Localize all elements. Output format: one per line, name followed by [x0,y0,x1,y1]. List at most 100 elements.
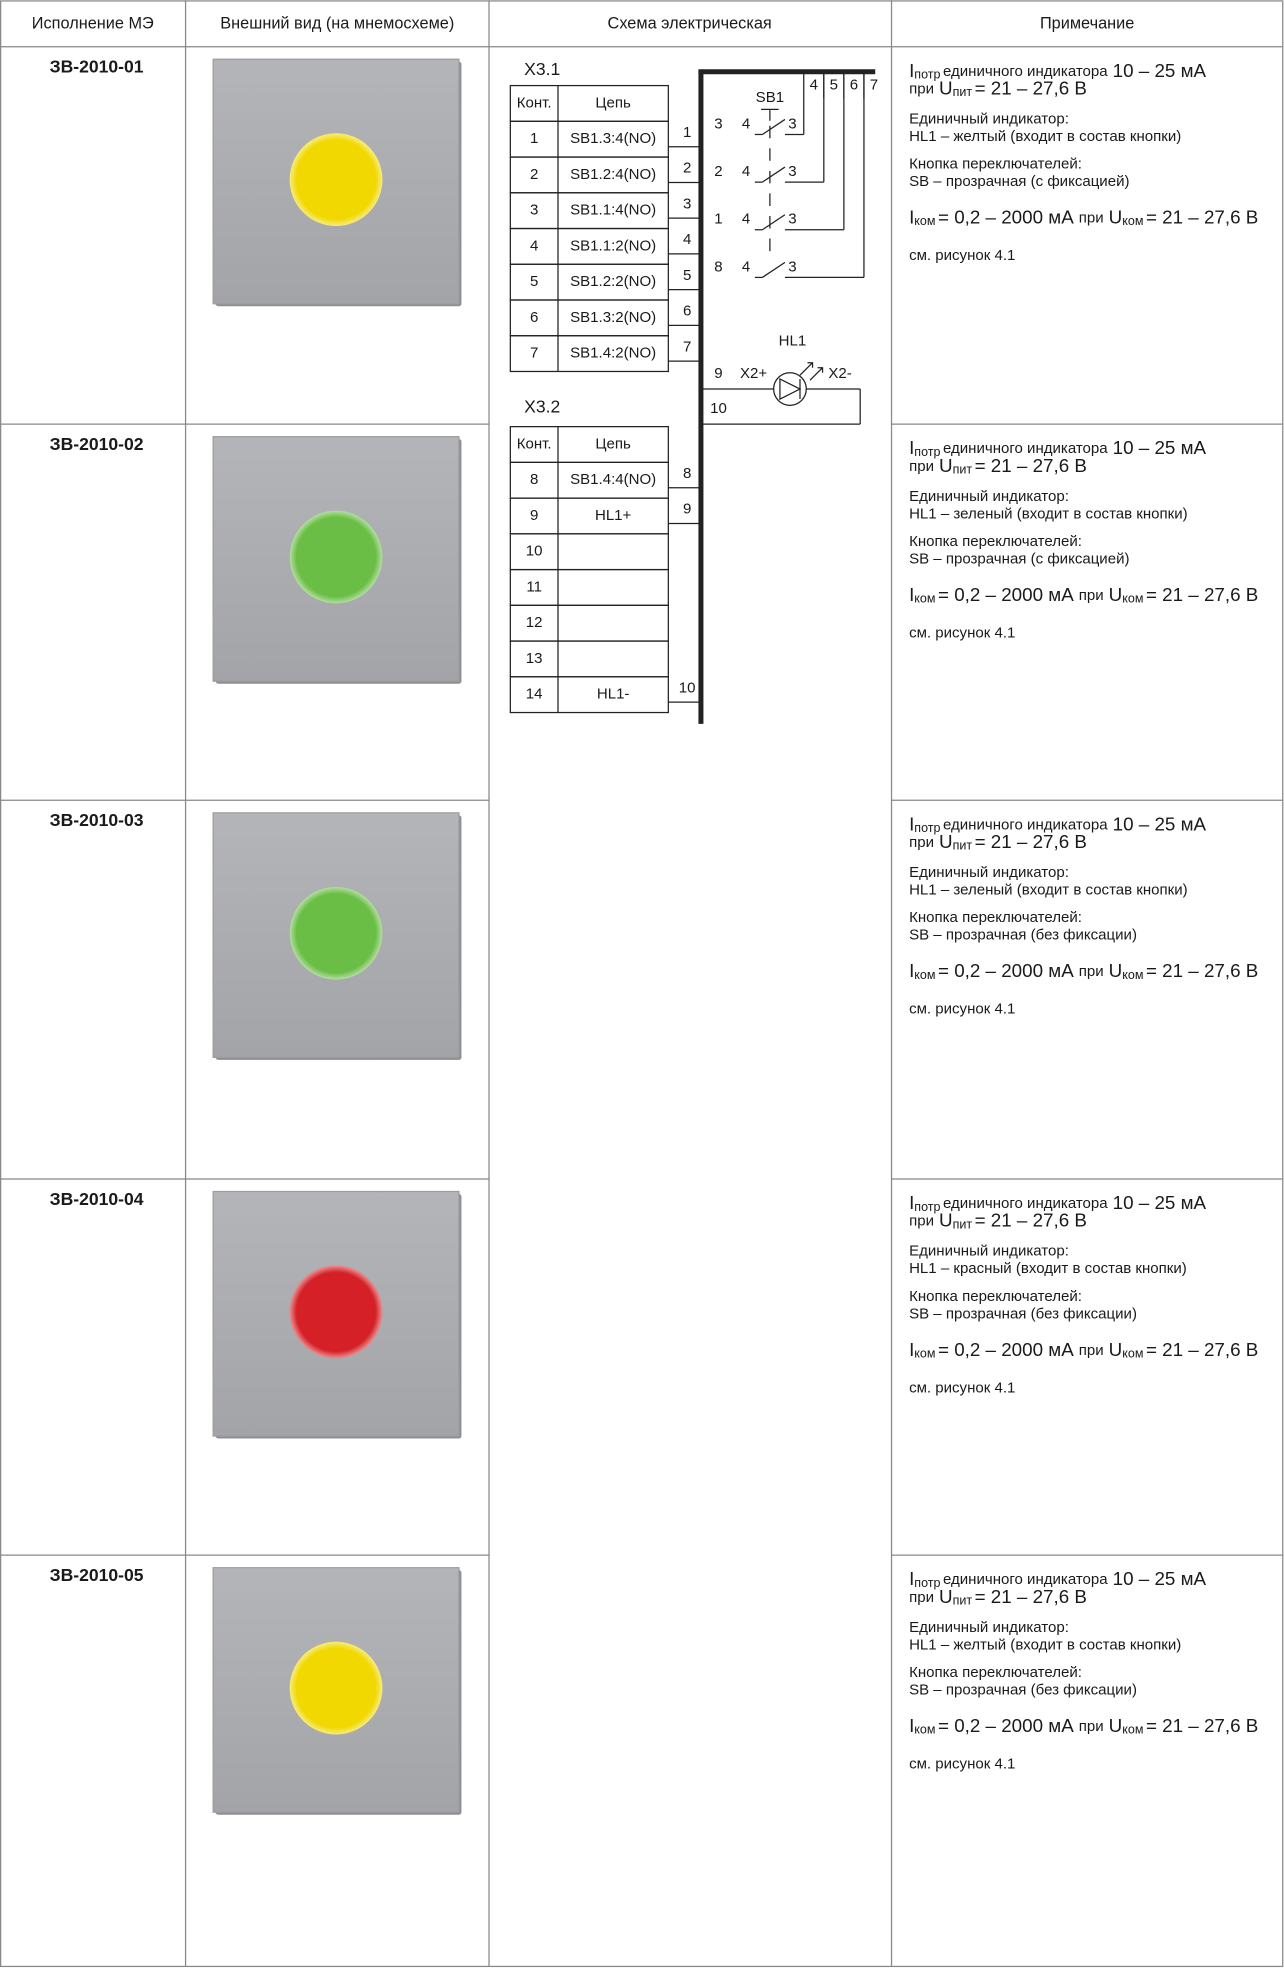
circuit-name: SB1.1:4(NO) [570,202,656,219]
circuit-name: SB1.3:4(NO) [570,130,656,147]
contact-number: 2 [530,166,538,183]
switch-contact: 4 [742,211,750,228]
text-run: единичного индикатора [943,1571,1108,1588]
text-run: U [1109,584,1123,605]
note-ref: см. рисунок 4.1 [909,1756,1015,1773]
text-run: при [1079,209,1104,226]
wire-number: 5 [683,267,691,284]
wire-number: 10 [679,679,696,696]
text-run: = 21 – 27,6 В [1146,1715,1258,1736]
text-run: = 21 – 27,6 В [1146,584,1258,605]
text-run: = 0,2 – 2000 мА [938,584,1074,605]
text-run: = 21 – 27,6 В [1146,960,1258,981]
note-ref: см. рисунок 4.1 [909,247,1015,264]
text-run: при [1079,1718,1104,1735]
note-ref: см. рисунок 4.1 [909,1001,1015,1018]
note-text: SB – прозрачная (с фиксацией) [909,173,1129,190]
note-ref: см. рисунок 4.1 [909,625,1015,642]
note-text: SB – прозрачная (с фиксацией) [909,551,1129,568]
text-run: ком [914,1723,935,1737]
switch-contact: 3 [788,258,796,275]
contact-number: 9 [530,507,538,524]
wire-number: 7 [683,338,691,355]
switch-contact: 3 [788,115,796,132]
contact-number: 11 [526,578,542,595]
switch-wire: 5 [830,77,838,94]
lamp-terminal: X2+ [740,365,767,382]
wire-number: 2 [683,160,691,177]
text-run: 10 – 25 мА [1113,813,1207,834]
note-text: Кнопка переключателей: [909,1288,1082,1305]
text-run: при [909,1213,934,1230]
note-voltage: при Uпит = 21 – 27,6 В [909,831,1087,853]
note-current: Iпотр единичного индикатора 10 – 25 мА [909,437,1206,459]
contact-number: 5 [530,273,538,290]
note-text: HL1 – желтый (входит в состав кнопки) [909,1636,1181,1653]
text-run: I [909,584,914,605]
circuit-name: SB1.3:2(NO) [570,309,656,326]
text-run: 10 – 25 мА [1113,60,1207,81]
column-header: Исполнение МЭ [32,14,154,32]
switch-contact: 8 [714,258,722,275]
text-run: U [1109,206,1123,227]
text-run: потр [914,1200,940,1214]
note-text: Кнопка переключателей: [909,909,1082,926]
text-run: I [909,60,914,81]
text-run: = 0,2 – 2000 мА [938,1715,1074,1736]
switch-contact: 4 [742,163,750,180]
text-run: U [939,77,953,98]
contact-number: 8 [530,471,538,488]
text-run: пит [953,1594,973,1608]
connector-row [509,676,669,714]
note-switching: Iком = 0,2 – 2000 мА при Uком = 21 – 27,6 В [909,206,1258,228]
text-run: при [1079,587,1104,604]
text-run: I [909,813,914,834]
row-code: ЗВ-2010-05 [50,1565,144,1585]
row-code: ЗВ-2010-04 [50,1189,144,1209]
note-current: Iпотр единичного индикатора 10 – 25 мА [909,813,1206,835]
contact-number: 6 [530,309,538,326]
text-run: = 21 – 27,6 В [975,77,1087,98]
text-run: потр [914,68,940,82]
switch-contact: 4 [742,258,750,275]
switch-wire: 6 [850,77,858,94]
text-run: пит [953,463,973,477]
note-ref: см. рисунок 4.1 [909,1379,1015,1396]
text-run: I [909,960,914,981]
text-run: I [909,1192,914,1213]
indicator-glow [289,1265,383,1359]
text-run: = 21 – 27,6 В [975,455,1087,476]
text-run: U [939,831,953,852]
text-run: = 21 – 27,6 В [975,1210,1087,1231]
text-run: ком [914,1347,935,1361]
text-run: при [909,834,934,851]
note-voltage: при Uпит = 21 – 27,6 В [909,455,1087,477]
text-run: I [909,1568,914,1589]
indicator-glow [289,1641,383,1735]
note-text: Единичный индикатор: [909,488,1069,505]
note-text: Кнопка переключателей: [909,1664,1082,1681]
text-run: пит [953,85,973,99]
column-header: Внешний вид (на мнемосхеме) [220,14,454,32]
text-run: ком [1122,592,1143,606]
connector-header-text: Конт. [517,435,552,452]
line [762,166,786,183]
row-code: ЗВ-2010-03 [50,810,144,830]
connector-header-text: Цепь [595,94,631,111]
note-switching: Iком = 0,2 – 2000 мА при Uком = 21 – 27,6 В [909,584,1258,606]
note-voltage: при Uпит = 21 – 27,6 В [909,1210,1087,1232]
connector-title: X3.2 [524,396,560,416]
note-current: Iпотр единичного индикатора 10 – 25 мА [909,1568,1206,1590]
indicator-glow [289,886,383,980]
text-run: при [1079,1342,1104,1359]
switch-contact: 3 [788,211,796,228]
connector-header-text: Цепь [595,435,631,452]
connector-header [509,84,669,122]
text-run: I [909,1339,914,1360]
text-run: = 21 – 27,6 В [1146,206,1258,227]
text-run: U [939,1586,953,1607]
wire-number: 1 [683,124,691,141]
contact-number: 14 [526,686,543,703]
text-run: ком [1122,215,1143,229]
